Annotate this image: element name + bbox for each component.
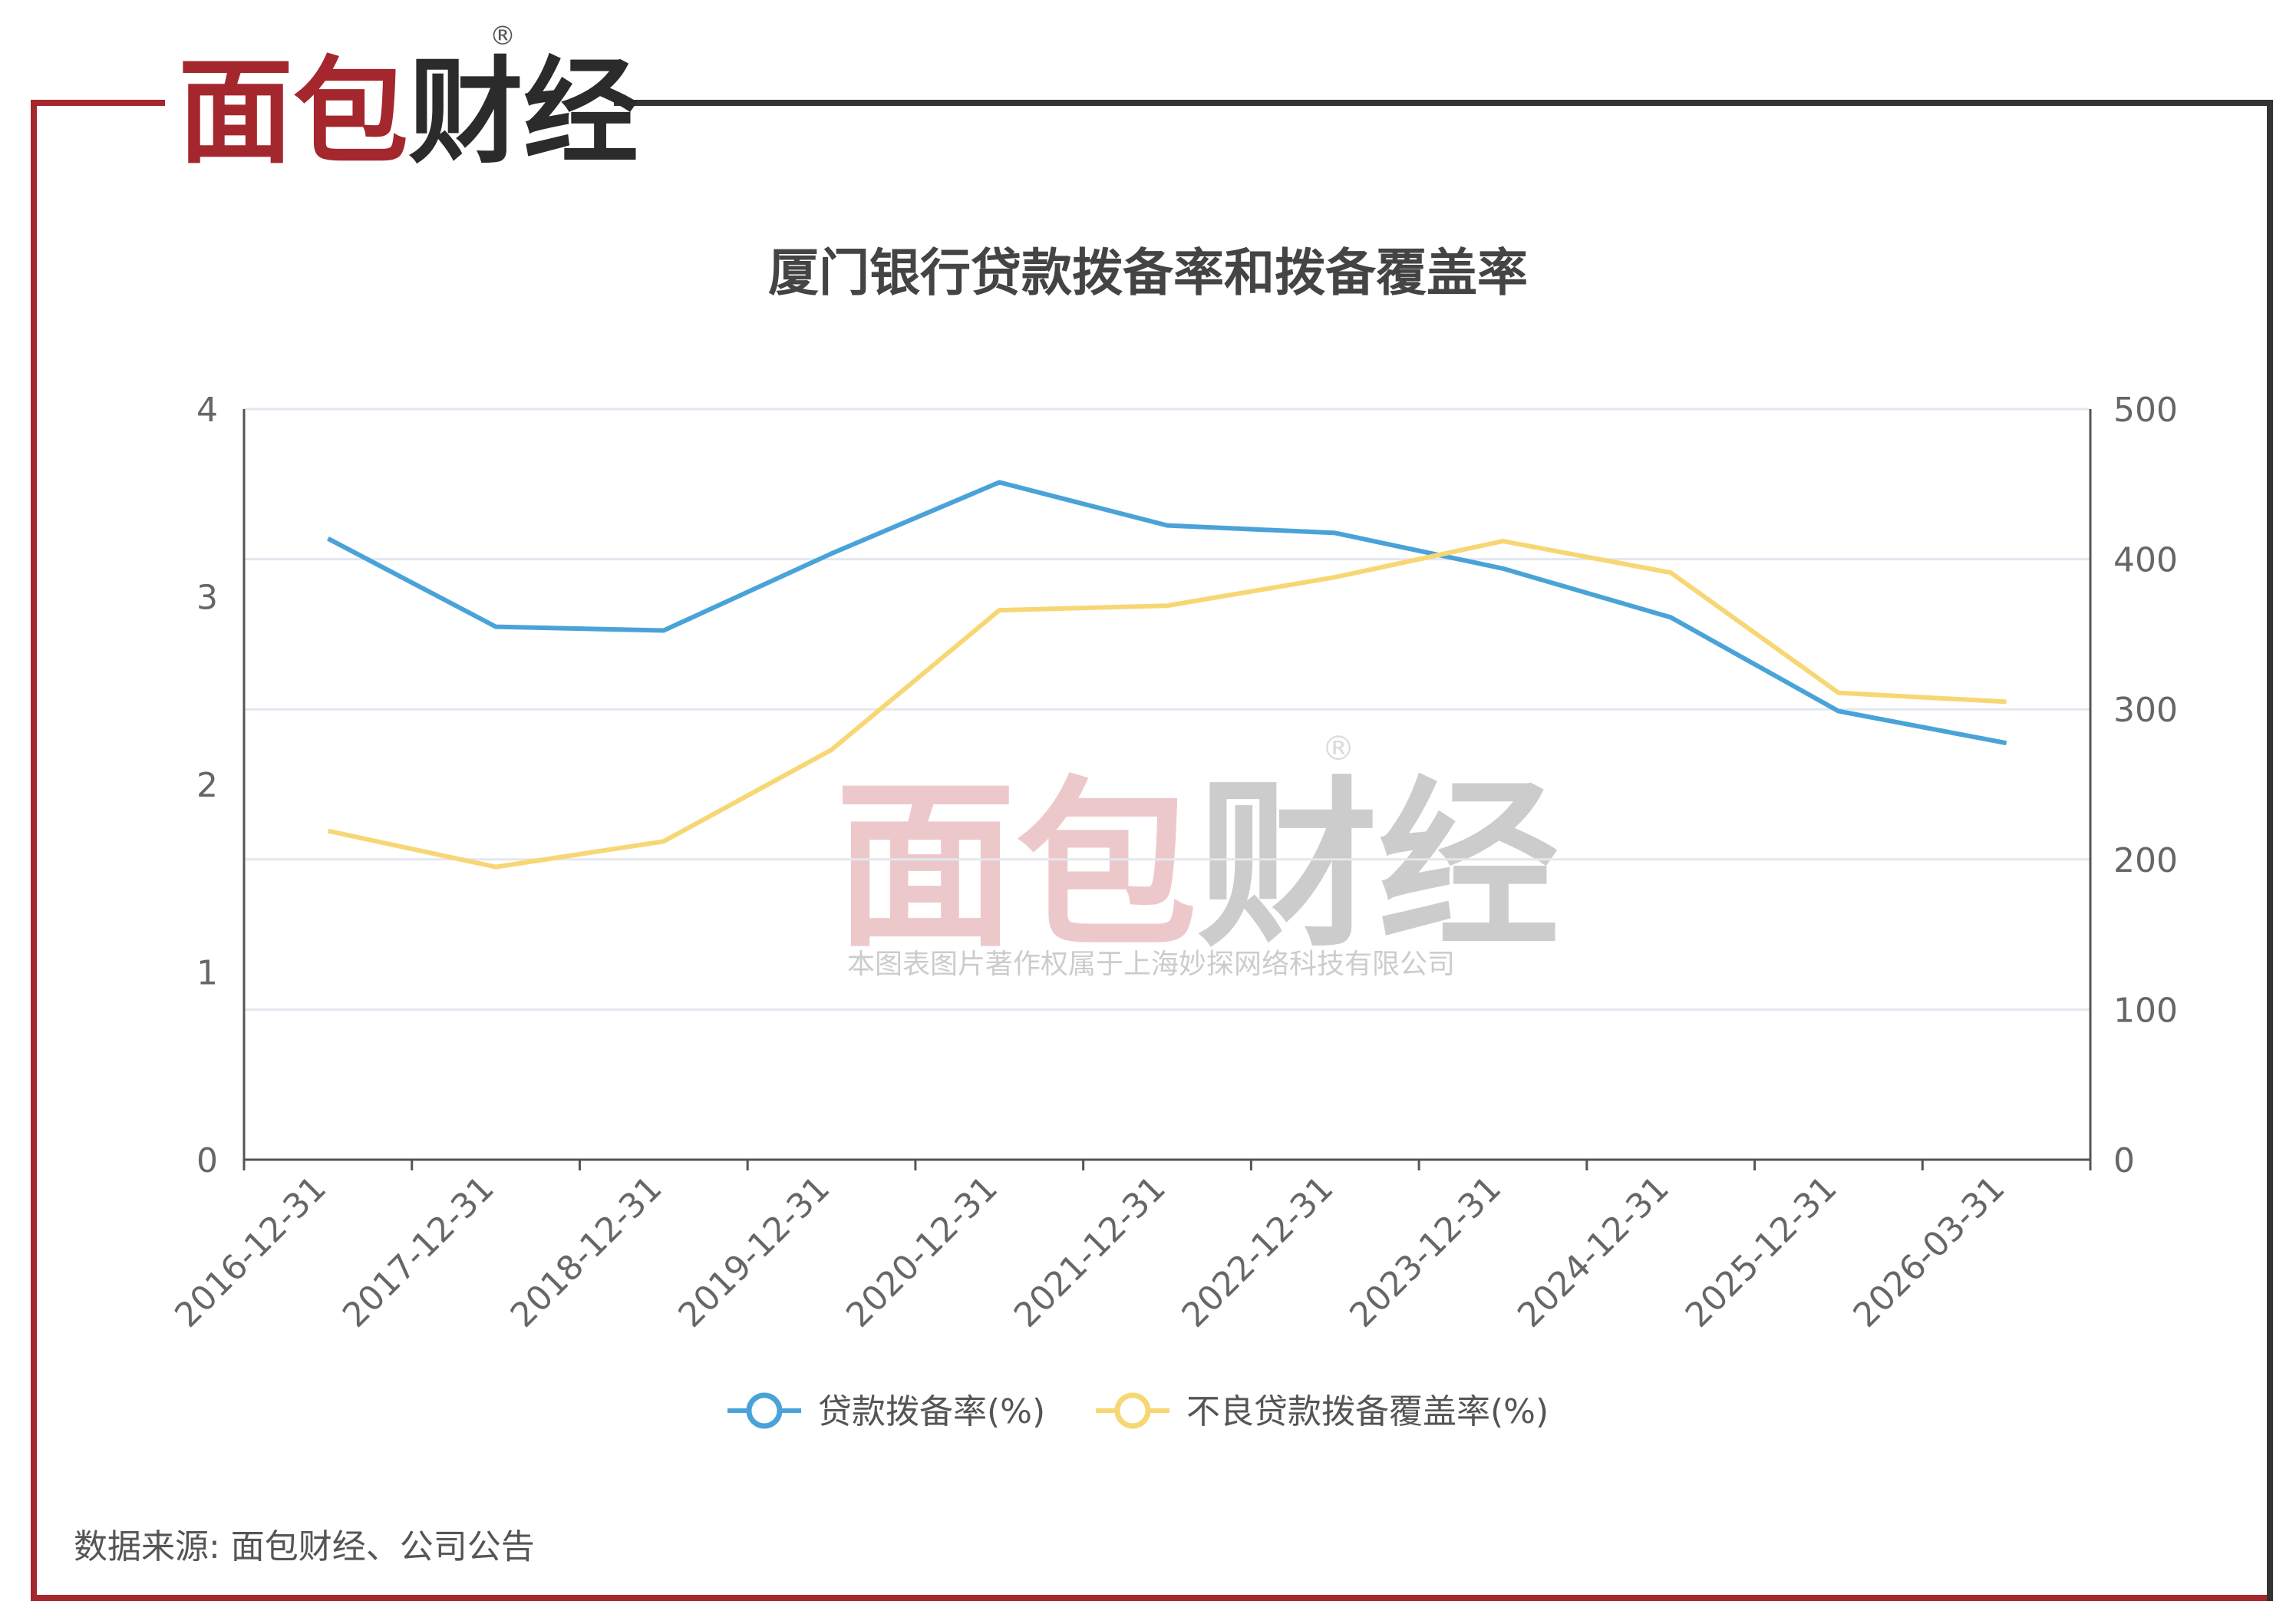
y-left-tick-label: 3 <box>196 579 218 618</box>
y-left-tick-label: 4 <box>196 391 218 430</box>
watermark-registered-mark: ® <box>1321 729 1355 768</box>
grid-lines <box>244 408 2090 1011</box>
legend-item-1[interactable]: 贷款拨备率(%) <box>727 1392 1045 1431</box>
y-right-tick-label: 0 <box>2113 1141 2135 1180</box>
y-right-tick-label: 500 <box>2113 391 2178 430</box>
x-tick-label: 2021-12-31 <box>1007 1169 1173 1335</box>
chart-title: 厦门银行贷款拨备率和拨备覆盖率 <box>768 243 1528 302</box>
legend-label: 不良贷款拨备覆盖率(%) <box>1186 1392 1549 1431</box>
y-left-tick-label: 0 <box>196 1141 218 1180</box>
x-tick-label: 2026-03-31 <box>1846 1169 2013 1335</box>
y-left-tick-label: 1 <box>196 954 218 993</box>
watermark: 面包财经 ® 本图表图片著作权属于上海妙探网络科技有限公司 <box>835 729 1559 980</box>
brand-registered-mark: ® <box>490 21 516 51</box>
watermark-caption: 本图表图片著作权属于上海妙探网络科技有限公司 <box>847 949 1455 980</box>
x-tick-label: 2020-12-31 <box>839 1169 1005 1335</box>
y-right-tick-label: 400 <box>2113 541 2178 580</box>
legend: 贷款拨备率(%) 不良贷款拨备覆盖率(%) <box>727 1392 1549 1431</box>
x-tick-label: 2018-12-31 <box>503 1169 670 1335</box>
y-right-tick-label: 300 <box>2113 691 2178 730</box>
y-right-tick-label: 200 <box>2113 841 2178 880</box>
brand-logo-part-2: 财经 <box>408 46 638 180</box>
y-right-tick-label: 100 <box>2113 991 2178 1030</box>
series-line-1 <box>327 480 2007 746</box>
x-tick-label: 2019-12-31 <box>671 1169 837 1335</box>
x-tick-label: 2024-12-31 <box>1510 1169 1677 1335</box>
x-tick-label: 2017-12-31 <box>335 1169 502 1335</box>
x-tick-label: 2022-12-31 <box>1175 1169 1341 1335</box>
brand-logo-part-1: 面包 <box>178 46 408 180</box>
series-lines <box>327 480 2007 870</box>
legend-marker <box>1114 1392 1151 1429</box>
source-note: 数据来源: 面包财经、公司公告 <box>74 1527 535 1566</box>
legend-label: 贷款拨备率(%) <box>818 1392 1045 1431</box>
watermark-logo-part-2: 财经 <box>1197 761 1559 972</box>
legend-marker <box>746 1392 783 1429</box>
watermark-logo-text: 面包财经 <box>835 761 1559 972</box>
brand-logo: 面包财经 ® <box>178 21 638 180</box>
x-tick-label: 2025-12-31 <box>1678 1169 1845 1335</box>
brand-logo-text: 面包财经 <box>178 46 638 180</box>
watermark-logo-part-1: 面包 <box>835 761 1197 972</box>
legend-item-2[interactable]: 不良贷款拨备覆盖率(%) <box>1096 1392 1549 1431</box>
y-left-tick-label: 2 <box>196 766 218 805</box>
x-tick-label: 2023-12-31 <box>1342 1169 1509 1335</box>
x-tick-label: 2016-12-31 <box>167 1169 334 1335</box>
